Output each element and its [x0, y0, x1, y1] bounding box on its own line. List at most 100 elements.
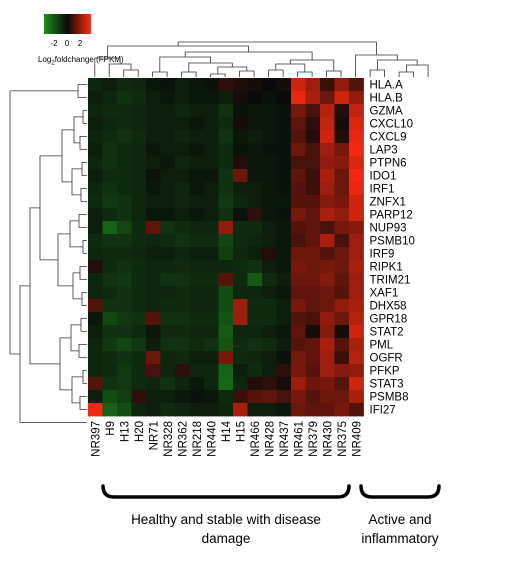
heatmap-cell-psmb10-h13 [117, 234, 132, 248]
heatmap-cell-hla-b-nr218 [189, 91, 205, 105]
heatmap-cell-psmb8-nr430 [320, 390, 335, 404]
heatmap-cell-cxcl10-nr461 [291, 117, 306, 131]
heatmap-cell-ido1-nr409 [349, 169, 364, 183]
bracket-active-inflammatory [359, 484, 441, 499]
heatmap-cell-nup93-nr428 [262, 221, 277, 235]
heatmap-cell-cxcl10-nr466 [247, 117, 263, 131]
heatmap-cell-hla-a-nr437 [276, 78, 292, 92]
heatmap-cell-nup93-nr466 [247, 221, 263, 235]
row-label-znfx1: ZNFX1 [370, 197, 406, 209]
heatmap-cell-pfkp-nr466 [247, 364, 263, 378]
heatmap-cell-lap3-nr409 [349, 143, 364, 157]
heatmap-cell-dhx58-h14 [218, 299, 234, 313]
heatmap-cell-stat3-nr71 [146, 377, 161, 391]
heatmap-cell-lap3-nr362 [175, 143, 190, 157]
heatmap-cell-ogfr-h13 [117, 351, 132, 365]
heatmap-cell-cxcl9-nr440 [204, 130, 219, 144]
heatmap-cell-trim21-nr328 [160, 273, 176, 287]
heatmap-cell-stat2-nr375 [334, 325, 350, 339]
heatmap-cell-cxcl10-h14 [218, 117, 234, 131]
heatmap-cell-hla-a-h13 [117, 78, 132, 92]
heatmap-cell-pfkp-nr362 [175, 364, 190, 378]
row-label-hla-a: HLA.A [370, 80, 404, 92]
heatmap-cell-dhx58-nr362 [175, 299, 190, 313]
heatmap-cell-dhx58-nr71 [146, 299, 161, 313]
heatmap-cell-stat2-nr328 [160, 325, 176, 339]
heatmap-cell-ido1-h20 [131, 169, 147, 183]
heatmap-cell-irf1-h13 [117, 182, 132, 196]
heatmap-cell-trim21-nr218 [189, 273, 205, 287]
group-label-active-line1: Active and [368, 512, 431, 527]
heatmap-cell-stat2-nr440 [204, 325, 219, 339]
heatmap-cell-irf1-nr466 [247, 182, 263, 196]
heatmap-cell-parp12-nr375 [334, 208, 350, 222]
heatmap-cell-znfx1-nr375 [334, 195, 350, 209]
heatmap-cell-dhx58-nr379 [305, 299, 321, 313]
heatmap-cell-xaf1-nr218 [189, 286, 205, 300]
heatmap-cell-gzma-h20 [131, 104, 147, 118]
heatmap-cell-irf9-h9 [102, 247, 118, 261]
legend-title-sub: 2 [51, 61, 55, 67]
heatmap-cell-hla-a-nr430 [320, 78, 335, 92]
heatmap-cell-ifi27-nr379 [305, 403, 321, 417]
heatmap-cell-stat3-nr397 [88, 377, 103, 391]
heatmap-cell-pml-nr362 [175, 338, 190, 352]
heatmap-cell-cxcl10-nr397 [88, 117, 103, 131]
heatmap-cell-irf1-nr218 [189, 182, 205, 196]
heatmap-cell-irf9-h14 [218, 247, 234, 261]
heatmap-cell-stat2-nr466 [247, 325, 263, 339]
heatmap-cell-znfx1-nr218 [189, 195, 205, 209]
heatmap-cell-cxcl10-nr437 [276, 117, 292, 131]
heatmap-cell-irf9-h20 [131, 247, 147, 261]
heatmap-cell-ptpn6-nr362 [175, 156, 190, 170]
heatmap-cell-hla-b-nr379 [305, 91, 321, 105]
heatmap-cell-hla-b-h15 [233, 91, 248, 105]
heatmap-cell-ripk1-nr375 [334, 260, 350, 274]
heatmap-cell-parp12-nr409 [349, 208, 364, 222]
heatmap-cell-cxcl10-nr379 [305, 117, 321, 131]
heatmap-cell-gpr18-h20 [131, 312, 147, 326]
heatmap-cell-trim21-nr430 [320, 273, 335, 287]
heatmap-cell-hla-a-nr71 [146, 78, 161, 92]
heatmap-cell-pfkp-nr218 [189, 364, 205, 378]
heatmap-cell-irf9-h15 [233, 247, 248, 261]
heatmap-cell-psmb10-nr397 [88, 234, 103, 248]
row-label-cxcl9: CXCL9 [370, 132, 407, 144]
column-label-nr461: NR461 [293, 421, 305, 457]
heatmap-cell-lap3-nr440 [204, 143, 219, 157]
heatmap-cell-ifi27-nr362 [175, 403, 190, 417]
column-label-h14: H14 [221, 420, 233, 442]
heatmap-cell-irf9-nr328 [160, 247, 176, 261]
heatmap-cell-pfkp-nr437 [276, 364, 292, 378]
heatmap-cell-cxcl9-nr218 [189, 130, 205, 144]
heatmap-cell-irf1-nr440 [204, 182, 219, 196]
heatmap-cell-xaf1-nr328 [160, 286, 176, 300]
heatmap-cell-gpr18-nr409 [349, 312, 364, 326]
heatmap-cell-cxcl9-h20 [131, 130, 147, 144]
heatmap-cell-hla-a-nr466 [247, 78, 263, 92]
heatmap-cell-gzma-nr428 [262, 104, 277, 118]
heatmap-cell-xaf1-h9 [102, 286, 118, 300]
heatmap-cell-stat2-nr71 [146, 325, 161, 339]
heatmap-cell-xaf1-nr466 [247, 286, 263, 300]
heatmap-cell-lap3-nr71 [146, 143, 161, 157]
heatmap-cell-lap3-nr379 [305, 143, 321, 157]
heatmap-cell-irf1-nr328 [160, 182, 176, 196]
heatmap-cell-stat3-h9 [102, 377, 118, 391]
heatmap-cell-irf1-nr409 [349, 182, 364, 196]
column-label-nr362: NR362 [177, 421, 189, 457]
heatmap-cell-ifi27-nr409 [349, 403, 364, 417]
row-dendrogram [9, 84, 87, 423]
column-label-nr428: NR428 [264, 421, 276, 457]
heatmap-cell-psmb8-nr466 [247, 390, 263, 404]
heatmap-cell-pml-nr397 [88, 338, 103, 352]
heatmap-cell-ifi27-h15 [233, 403, 248, 417]
heatmap-cell-hla-a-nr440 [204, 78, 219, 92]
heatmap-cell-psmb8-nr409 [349, 390, 364, 404]
heatmap-cell-ido1-h13 [117, 169, 132, 183]
heatmap-cell-gzma-nr397 [88, 104, 103, 118]
heatmap-cell-cxcl9-nr379 [305, 130, 321, 144]
heatmap-cell-hla-a-nr328 [160, 78, 176, 92]
heatmap-cell-nup93-nr461 [291, 221, 306, 235]
heatmap-cell-stat3-h13 [117, 377, 132, 391]
